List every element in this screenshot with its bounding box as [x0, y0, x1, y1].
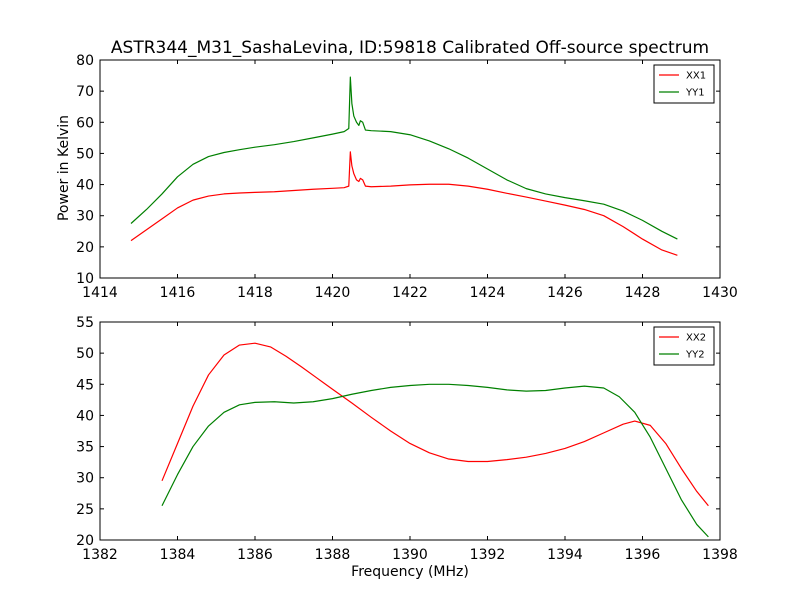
x-tick-label: 1422 — [392, 285, 428, 301]
x-tick-label: 1416 — [160, 285, 196, 301]
x-tick-label: 1424 — [470, 285, 506, 301]
legend-label-xx2: XX2 — [686, 333, 706, 344]
y-tick-label: 30 — [76, 209, 94, 225]
y-tick-label: 70 — [76, 84, 94, 100]
legend-box — [653, 326, 715, 366]
y-tick-label: 10 — [76, 271, 94, 287]
legend-box — [653, 64, 715, 104]
x-axis-label: Frequency (MHz) — [351, 564, 469, 580]
x-tick-label: 1394 — [547, 547, 583, 563]
series-line-xx1 — [130, 151, 678, 256]
x-tick-label: 1420 — [315, 285, 351, 301]
x-tick-label: 1390 — [392, 547, 428, 563]
x-tick-label: 1418 — [237, 285, 273, 301]
x-tick-label: 1396 — [625, 547, 661, 563]
x-tick-label: 1414 — [82, 285, 118, 301]
x-tick-label: 1384 — [160, 547, 196, 563]
y-tick-label: 55 — [76, 315, 94, 331]
plot-area — [100, 322, 720, 540]
y-tick-label: 25 — [76, 502, 94, 518]
y-tick-label: 50 — [76, 346, 94, 362]
y-tick-label: 40 — [76, 178, 94, 194]
x-tick-label: 1430 — [702, 285, 738, 301]
x-tick-label: 1388 — [315, 547, 351, 563]
y-tick-label: 20 — [76, 240, 94, 256]
series-line-yy1 — [130, 76, 678, 240]
x-tick-label: 1428 — [625, 285, 661, 301]
series-line-yy2 — [161, 383, 709, 538]
legend: XX2 YY2 — [653, 326, 715, 366]
x-tick-label: 1426 — [547, 285, 583, 301]
bottom-panel: 1382 1384 1386 1388 1390 1392 1394 1396 1398 20 25… — [76, 315, 738, 563]
series-line-xx2 — [161, 342, 709, 507]
y-axis-label: Power in Kelvin — [56, 115, 72, 221]
legend-label-yy2: YY2 — [685, 350, 705, 361]
legend: XX1 YY1 — [653, 64, 715, 104]
y-tick-label: 40 — [76, 408, 94, 424]
y-tick-label: 35 — [76, 440, 94, 456]
x-tick-label: 1386 — [237, 547, 273, 563]
y-tick-label: 80 — [76, 53, 94, 69]
y-tick-label: 45 — [76, 377, 94, 393]
legend-label-xx1: XX1 — [686, 71, 706, 82]
y-tick-label: 60 — [76, 115, 94, 131]
y-tick-label: 30 — [76, 471, 94, 487]
y-tick-label: 20 — [76, 533, 94, 549]
plot-area — [100, 60, 720, 278]
x-tick-label: 1398 — [702, 547, 738, 563]
x-tick-label: 1392 — [470, 547, 506, 563]
legend-label-yy1: YY1 — [685, 88, 705, 99]
x-tick-label: 1382 — [82, 547, 118, 563]
y-tick-label: 50 — [76, 146, 94, 162]
top-panel: 1414 1416 1418 1420 1422 1424 1426 1428 1430 10 20… — [76, 53, 738, 301]
chart-title: ASTR344_M31_SashaLevina, ID:59818 Calibr… — [111, 38, 709, 58]
